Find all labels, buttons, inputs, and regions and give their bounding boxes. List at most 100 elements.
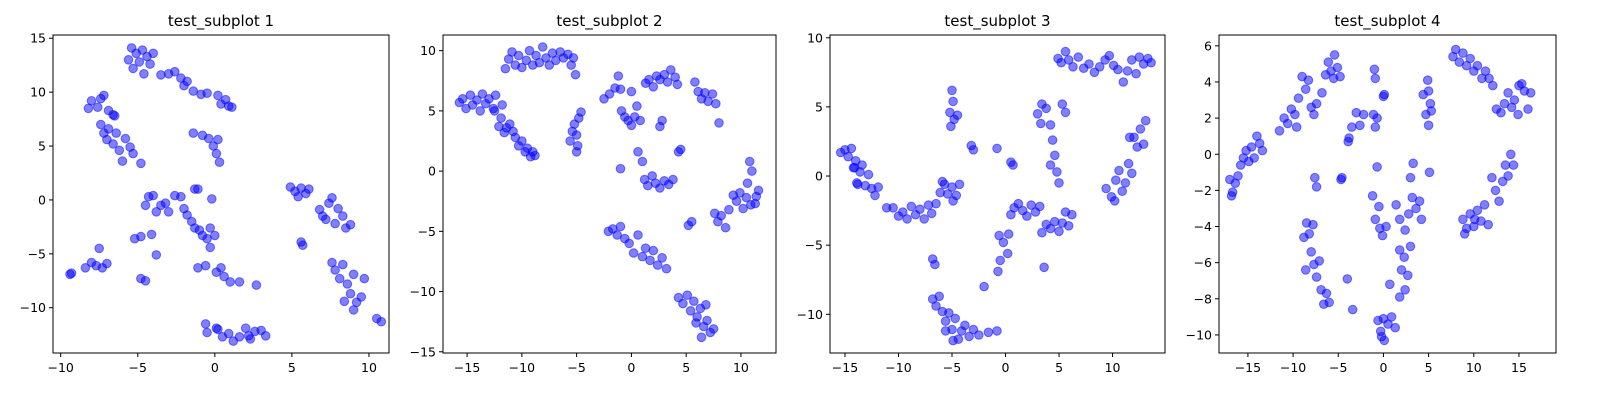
x-tick-label: −5	[943, 360, 961, 375]
scatter-point	[1386, 312, 1397, 322]
scatter-point	[1013, 198, 1024, 209]
scatter-point	[334, 273, 345, 284]
scatter-point	[724, 204, 734, 215]
scatter-point	[1459, 229, 1470, 239]
scatter-point	[376, 316, 387, 327]
scatter-point	[96, 119, 106, 130]
scatter-point	[696, 332, 707, 343]
axes-frame	[52, 34, 390, 354]
scatter-point	[1426, 106, 1437, 116]
scatter-points	[1225, 44, 1536, 346]
scatter-point	[690, 77, 700, 87]
scatter-point	[741, 192, 752, 203]
scatter-point	[1094, 62, 1105, 72]
y-tick-label: 2	[1204, 111, 1212, 126]
scatter-point	[202, 327, 212, 338]
scatter-point	[151, 250, 162, 260]
scatter-point	[707, 89, 718, 99]
scatter-point	[747, 166, 757, 176]
scatter-point	[738, 203, 748, 214]
scatter-point	[140, 200, 151, 211]
scatter-point	[359, 273, 370, 284]
scatter-point	[1513, 109, 1523, 120]
scatter-point	[843, 151, 854, 162]
scatter-point	[210, 230, 220, 241]
scatter-point	[744, 156, 755, 167]
scatter-point	[888, 203, 898, 213]
scatter-point	[1332, 62, 1343, 73]
scatter-point	[1403, 209, 1414, 219]
scatter-point	[937, 176, 948, 187]
scatter-point	[1372, 113, 1382, 123]
scatter-point	[1479, 200, 1490, 210]
scatter-point	[1391, 200, 1401, 210]
scatter-point	[490, 90, 501, 100]
scatter-point	[234, 277, 245, 287]
scatter-point	[160, 198, 171, 208]
scatter-point	[1052, 167, 1062, 177]
scatter-point	[1324, 297, 1334, 308]
x-tick-label: −5	[129, 360, 147, 375]
scatter-point	[994, 230, 1004, 241]
subplot-1: test_subplot 1 −10 −5 0 5 10 −10 −5 0 5 10 15	[20, 12, 390, 375]
scatter-point	[1118, 77, 1129, 87]
axes-frame	[829, 34, 1166, 354]
y-tick-label: −6	[1194, 255, 1212, 270]
scatter-point	[852, 178, 862, 188]
scatter-point	[321, 214, 331, 225]
y-tick-label: −5	[28, 246, 46, 261]
scatter-point	[123, 55, 134, 65]
scatter-point	[873, 182, 884, 192]
scatter-point	[1060, 107, 1071, 118]
scatter-point	[1068, 62, 1078, 72]
scatter-point	[139, 69, 149, 79]
scatter-point	[633, 147, 643, 157]
scatter-point	[1358, 109, 1369, 120]
scatter-point	[1503, 88, 1513, 98]
scatter-point	[1367, 191, 1378, 201]
x-tick-label: −10	[885, 360, 911, 375]
y-tick-label: 5	[428, 103, 436, 118]
scatter-point	[1494, 196, 1504, 206]
scatter-point	[637, 251, 648, 262]
scatter-point	[613, 71, 624, 81]
subplot-2: test_subplot 2 −15 −10 −5 0 5 10 −15 −10 −5 0 5 10	[410, 12, 777, 375]
scatter-point	[1309, 109, 1319, 120]
scatter-point	[1465, 53, 1475, 64]
scatter-point	[1403, 270, 1413, 281]
scatter-point	[517, 62, 527, 73]
scatter-point	[1101, 183, 1111, 194]
y-tick-label: 10	[30, 85, 46, 100]
scatter-point	[571, 130, 582, 140]
x-tick-label: 0	[627, 360, 635, 375]
y-tick-label: −10	[20, 300, 46, 315]
scatter-point	[1488, 80, 1498, 91]
scatter-point	[946, 121, 956, 132]
scatter-point	[846, 143, 857, 154]
scatter-point	[1394, 292, 1405, 302]
scatter-point	[537, 42, 548, 52]
scatter-point	[655, 183, 665, 193]
scatter-point	[338, 211, 348, 221]
scatter-point	[1140, 115, 1151, 126]
scatter-point	[117, 156, 128, 166]
y-tick-label: 5	[815, 99, 823, 114]
scatter-point	[1304, 229, 1315, 239]
scatter-point	[1045, 120, 1056, 130]
scatter-point	[500, 63, 511, 74]
scatter-point	[1400, 285, 1410, 295]
scatter-point	[1377, 230, 1388, 241]
y-tick-label: −5	[805, 238, 823, 253]
scatter-point	[120, 133, 131, 144]
x-tick-label: 5	[1425, 360, 1433, 375]
scatter-point	[304, 184, 314, 194]
x-tick-label: 5	[288, 360, 296, 375]
scatter-point	[1487, 172, 1497, 183]
scatter-point	[849, 162, 860, 173]
scatter-point	[136, 231, 146, 242]
scatter-point	[751, 191, 762, 202]
scatter-point	[457, 94, 468, 104]
scatter-point	[182, 76, 192, 87]
scatter-point	[327, 193, 337, 203]
scatter-point	[1472, 60, 1483, 71]
